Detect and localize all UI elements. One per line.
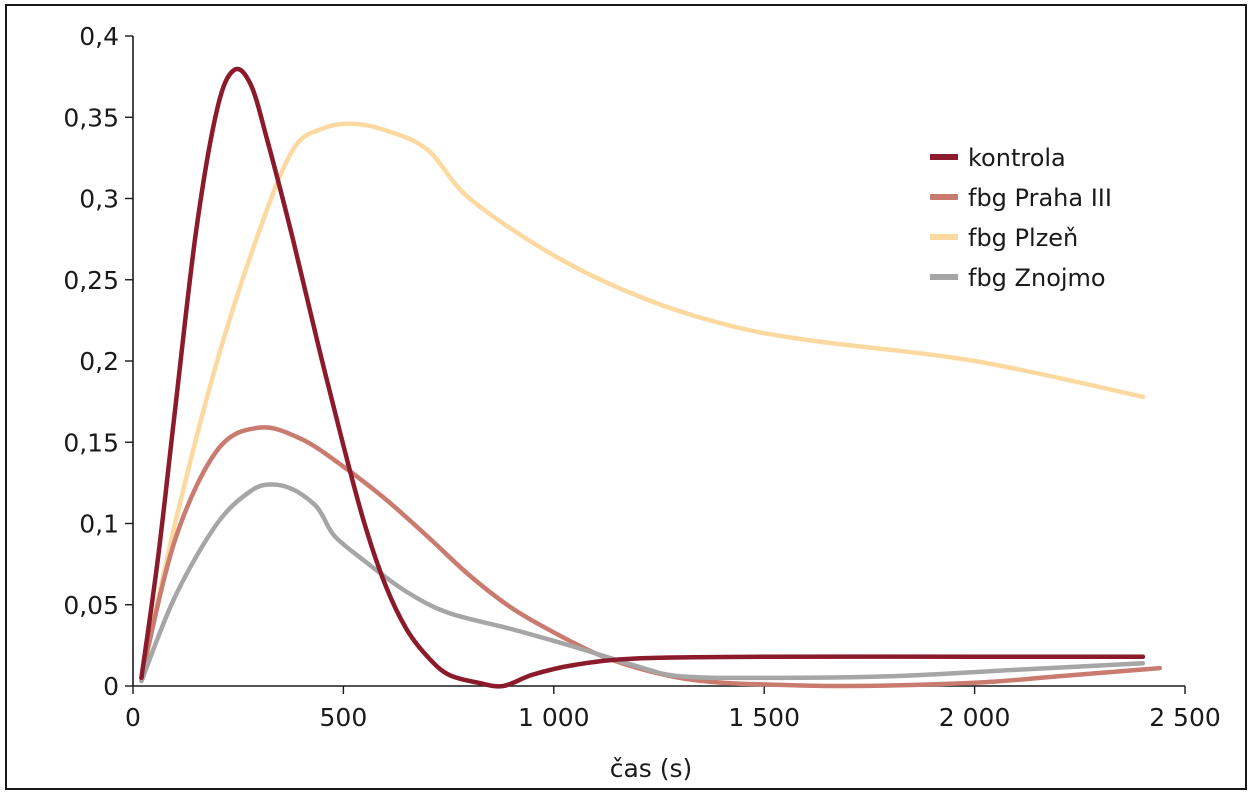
legend-label: kontrola xyxy=(968,144,1066,172)
series-line-1 xyxy=(139,66,1146,689)
y-tick-label: 0,2 xyxy=(79,347,119,376)
x-axis-title: čas (s) xyxy=(610,754,693,783)
y-tick-label: 0,05 xyxy=(63,591,119,620)
legend-label: fbg Znojmo xyxy=(968,264,1106,292)
series-line-4 xyxy=(139,482,1146,684)
series-line-3 xyxy=(139,121,1146,681)
x-tick-label: 500 xyxy=(320,703,368,732)
y-tick-label: 0,15 xyxy=(63,428,119,457)
y-tick-label: 0,25 xyxy=(63,266,119,295)
y-tick-label: 0,4 xyxy=(79,22,119,51)
x-tick-label: 2 000 xyxy=(939,703,1011,732)
x-tick-label: 1 000 xyxy=(518,703,590,732)
y-tick-label: 0,3 xyxy=(79,185,119,214)
legend-label: fbg Praha III xyxy=(968,184,1112,212)
x-tick-label: 1 500 xyxy=(728,703,800,732)
y-tick-label: 0,1 xyxy=(79,510,119,539)
x-axis: 0 500 1 000 1 500 2 000 2 500 xyxy=(125,685,1221,732)
y-tick-label: 0,35 xyxy=(63,103,119,132)
series-layer xyxy=(139,66,1162,689)
legend: kontrola fbg Praha III fbg Plzeň fbg Znojmo xyxy=(930,144,1112,292)
x-tick-label: 2 500 xyxy=(1149,703,1221,732)
x-tick-label: 0 xyxy=(125,703,141,732)
series-line-2 xyxy=(139,425,1162,689)
legend-label: fbg Plzeň xyxy=(968,224,1078,252)
y-axis: 0 0,05 0,1 0,15 0,2 0,25 0,3 0,35 0,4 xyxy=(63,22,134,701)
y-tick-label: 0 xyxy=(103,672,119,701)
